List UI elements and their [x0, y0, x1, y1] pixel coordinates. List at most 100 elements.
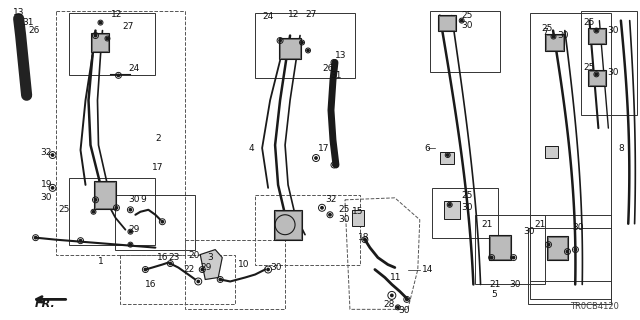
Text: 10: 10	[238, 260, 250, 269]
Text: 13: 13	[13, 8, 24, 17]
Circle shape	[301, 41, 303, 44]
Circle shape	[307, 49, 309, 52]
Circle shape	[201, 268, 204, 271]
Circle shape	[92, 211, 95, 213]
Circle shape	[106, 37, 109, 40]
Text: 4: 4	[248, 144, 254, 153]
Bar	[93, 34, 108, 52]
Text: 2: 2	[156, 133, 161, 143]
Circle shape	[329, 213, 331, 216]
Bar	[545, 34, 564, 52]
Circle shape	[595, 29, 598, 32]
Text: 9: 9	[140, 195, 146, 204]
Text: 30: 30	[607, 26, 619, 35]
Text: 18: 18	[358, 233, 369, 242]
Circle shape	[566, 251, 569, 253]
Text: 32: 32	[40, 148, 52, 156]
Text: 25: 25	[584, 63, 595, 72]
Text: 32: 32	[325, 195, 337, 204]
Text: 21: 21	[482, 220, 493, 229]
Bar	[95, 181, 116, 209]
Text: 25: 25	[541, 24, 553, 33]
Bar	[444, 201, 460, 219]
Bar	[488, 235, 511, 260]
Text: 30: 30	[398, 306, 410, 315]
Bar	[438, 15, 456, 31]
Circle shape	[99, 21, 102, 24]
Circle shape	[447, 154, 449, 156]
Text: 30: 30	[509, 280, 521, 289]
Text: 31: 31	[330, 71, 342, 80]
Bar	[280, 38, 300, 59]
Circle shape	[51, 154, 54, 156]
Circle shape	[461, 20, 463, 22]
Text: 30: 30	[40, 193, 52, 202]
Bar	[588, 28, 606, 44]
Text: 26: 26	[322, 64, 333, 73]
Text: 23: 23	[168, 253, 180, 262]
Text: FR.: FR.	[35, 299, 56, 309]
Circle shape	[406, 298, 408, 300]
Text: 11: 11	[390, 273, 401, 282]
Circle shape	[219, 278, 221, 281]
Circle shape	[197, 280, 200, 283]
Text: 12: 12	[111, 10, 122, 19]
Text: 30: 30	[270, 263, 282, 272]
Text: 24: 24	[129, 64, 140, 73]
Text: 22: 22	[183, 265, 195, 274]
Bar	[92, 33, 109, 52]
Text: 25: 25	[59, 205, 70, 214]
Text: 26: 26	[29, 26, 40, 35]
Circle shape	[574, 248, 577, 251]
Text: 8: 8	[618, 144, 624, 153]
Circle shape	[117, 74, 120, 76]
Text: 30: 30	[461, 21, 473, 30]
Text: 5: 5	[492, 290, 497, 299]
Text: 30: 30	[524, 227, 535, 236]
Circle shape	[333, 164, 335, 166]
Circle shape	[490, 256, 493, 259]
Bar	[186, 240, 285, 309]
Circle shape	[595, 73, 598, 76]
Bar	[545, 146, 559, 158]
Bar	[120, 255, 235, 304]
Text: 25: 25	[461, 11, 473, 20]
Text: 21: 21	[490, 280, 501, 289]
Bar	[440, 152, 454, 164]
Bar	[588, 70, 606, 86]
Circle shape	[267, 268, 269, 271]
Text: 29: 29	[129, 225, 140, 234]
Text: 27: 27	[305, 10, 316, 19]
Circle shape	[161, 220, 164, 223]
Bar	[475, 215, 545, 284]
Bar	[275, 211, 301, 239]
Bar	[68, 13, 156, 76]
Text: 3: 3	[207, 253, 213, 262]
Bar	[430, 11, 500, 72]
Text: 30: 30	[338, 215, 349, 224]
Circle shape	[552, 35, 555, 38]
Text: 25: 25	[338, 205, 349, 214]
Bar	[545, 35, 563, 51]
Bar	[547, 237, 568, 259]
Text: 31: 31	[22, 18, 34, 27]
Circle shape	[115, 207, 118, 209]
Text: 7: 7	[543, 28, 548, 37]
Bar	[279, 37, 301, 60]
Bar	[115, 195, 195, 250]
Bar	[439, 16, 454, 29]
Text: 30: 30	[572, 223, 584, 232]
Bar	[589, 71, 605, 85]
Text: 24: 24	[262, 12, 273, 21]
Bar	[581, 11, 637, 115]
Text: 30: 30	[461, 203, 473, 212]
Circle shape	[547, 244, 550, 246]
Bar	[68, 178, 156, 244]
Text: 13: 13	[335, 51, 346, 60]
Bar	[589, 28, 605, 43]
Bar	[255, 195, 360, 265]
Circle shape	[129, 209, 132, 211]
Text: 16: 16	[145, 280, 157, 289]
Text: 30: 30	[607, 68, 619, 77]
Circle shape	[364, 238, 366, 241]
